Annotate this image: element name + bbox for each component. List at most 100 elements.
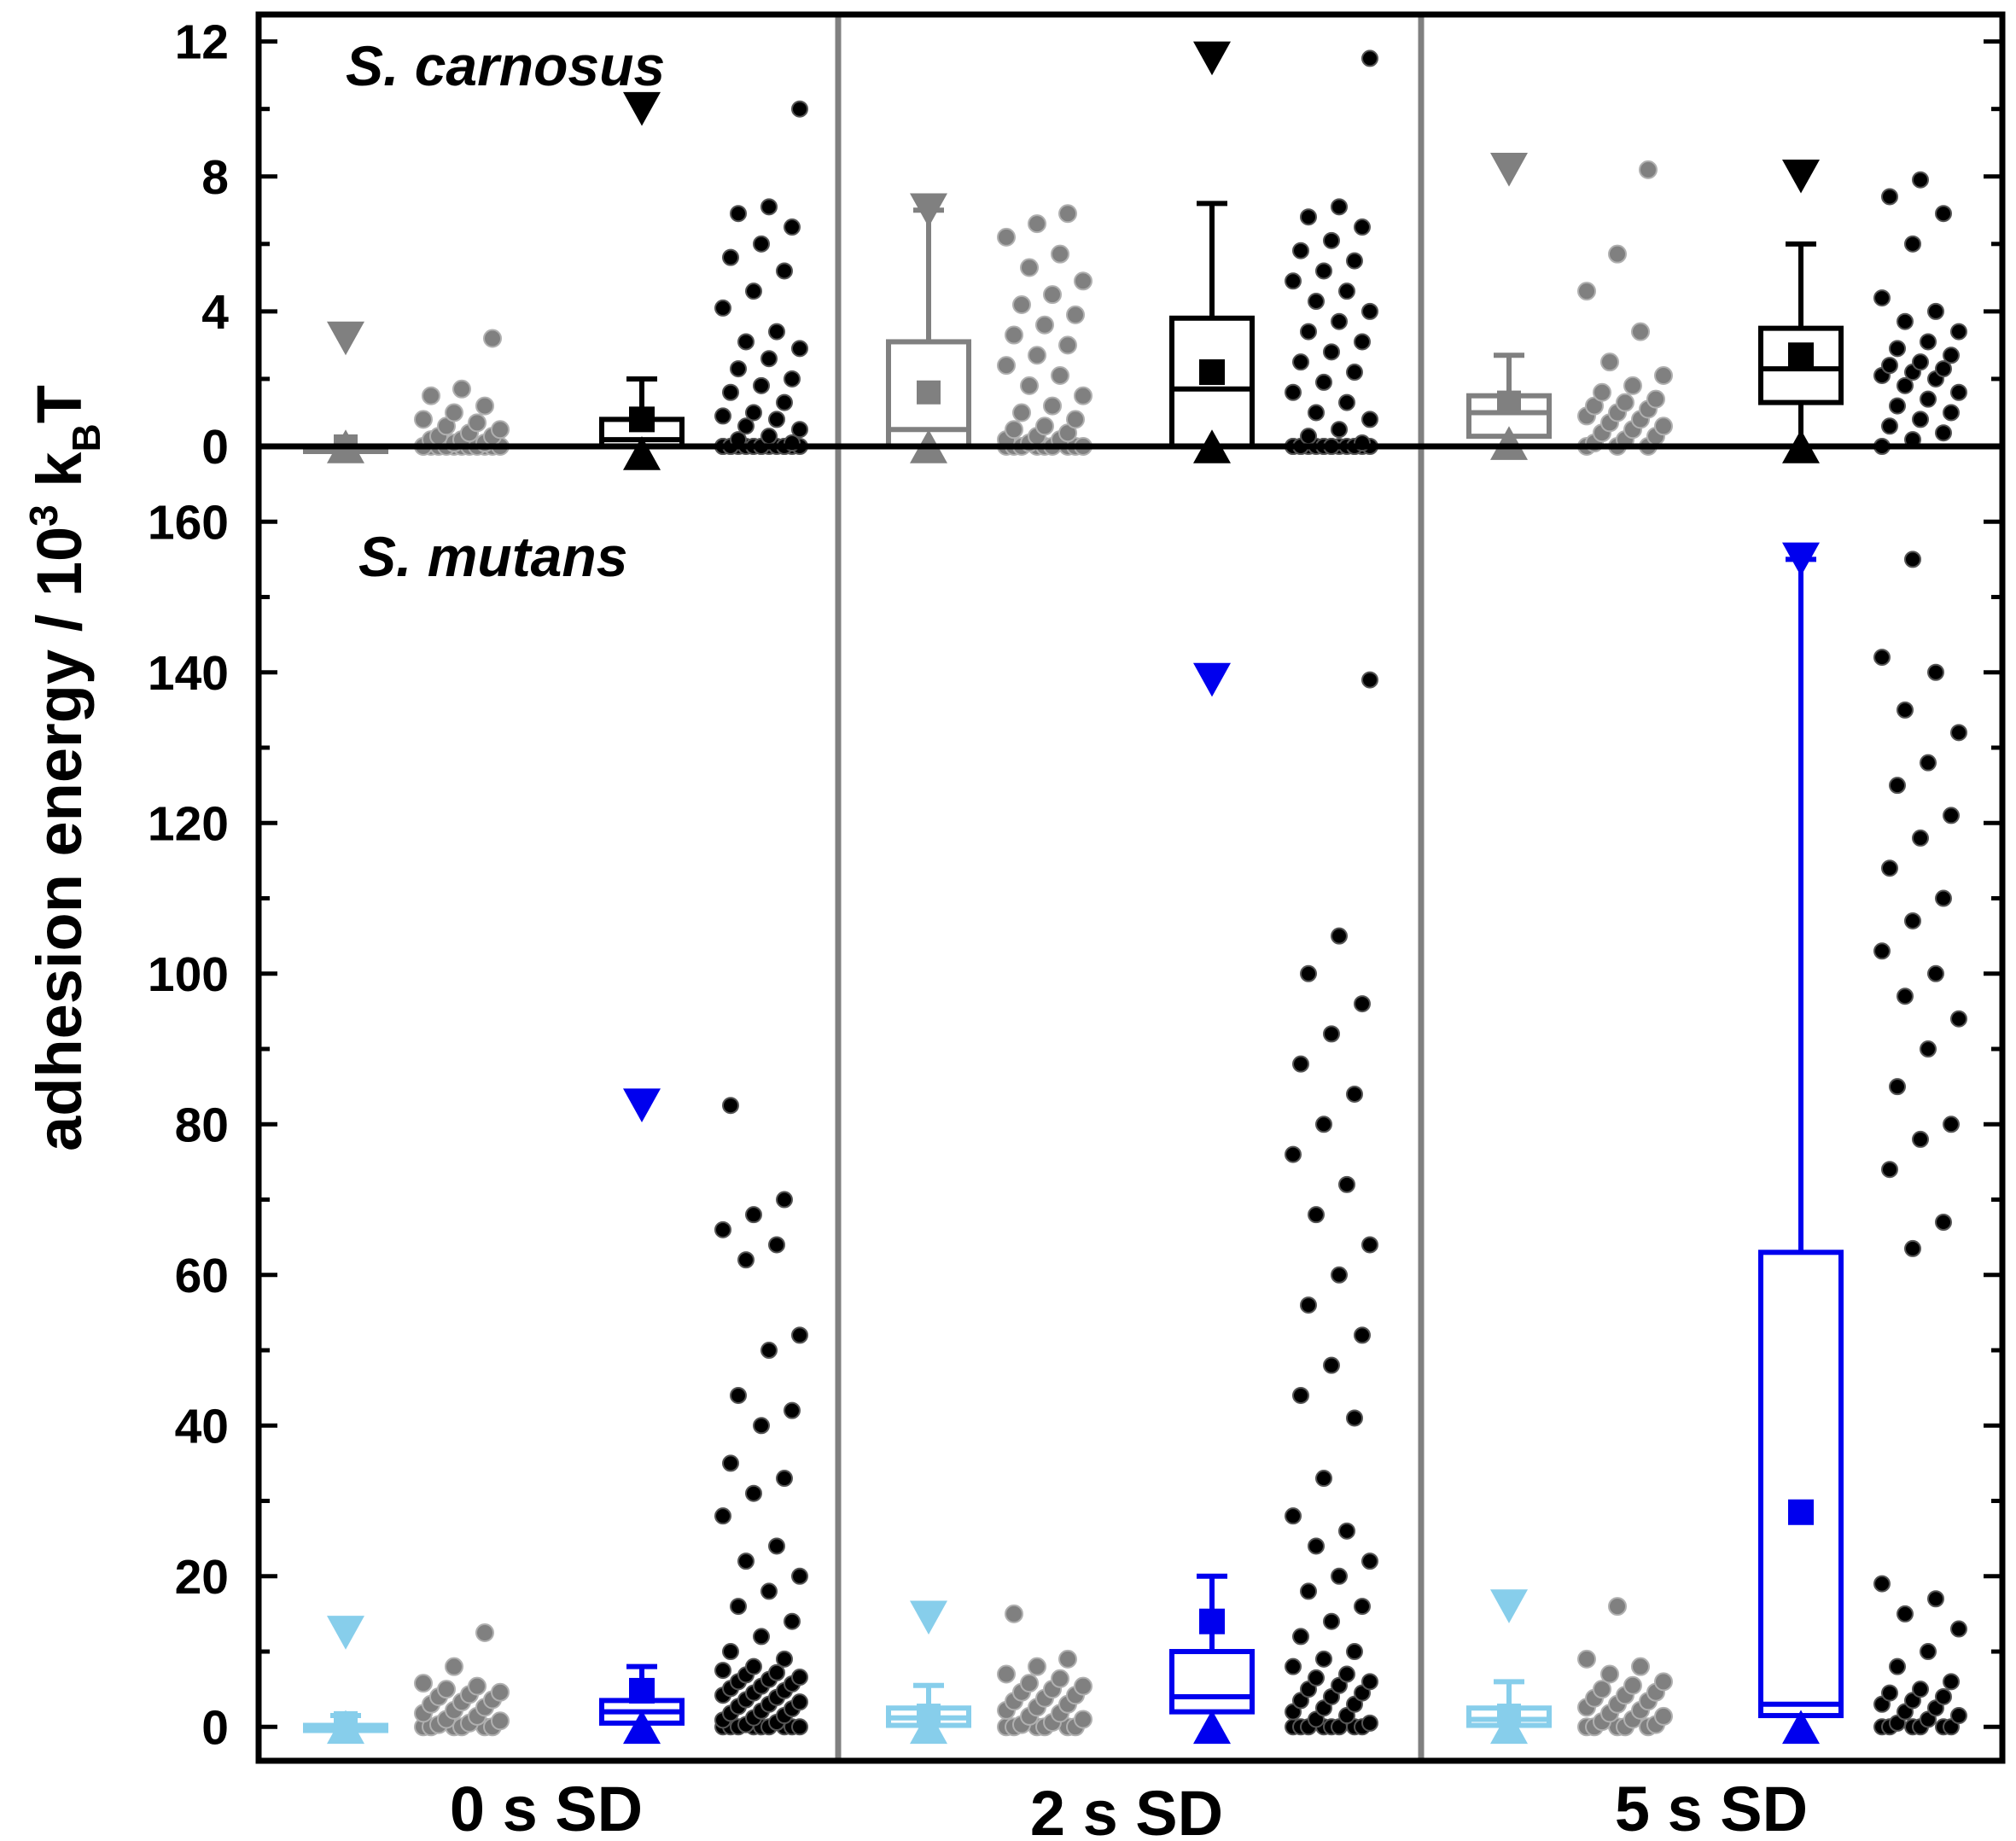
data-point [1043,396,1062,416]
y-tick-label: 8 [201,150,229,205]
data-point [784,370,801,387]
data-point [1308,1669,1325,1687]
data-point [714,1221,731,1238]
mean-marker [1199,1608,1225,1634]
data-point [730,360,747,378]
max-marker [327,1616,364,1650]
data-point [1338,1175,1355,1193]
data-point [714,407,731,425]
data-point [791,1693,808,1711]
data-point [1300,1582,1317,1600]
data-point [791,1567,808,1585]
data-point [1300,208,1317,226]
data-point [1873,289,1891,307]
data-point [1315,1470,1332,1488]
data-point [791,421,808,439]
data-point [1654,1672,1673,1692]
data-point [1308,293,1325,311]
data-point [1577,282,1596,301]
data-point [730,1386,747,1404]
data-point [1912,829,1929,847]
data-point [1292,1386,1309,1404]
data-point [1051,1669,1069,1688]
max-marker [910,193,947,228]
box [1169,1649,1255,1715]
data-point [768,411,785,428]
data-point [1300,323,1317,341]
data-point [1943,1116,1960,1133]
data-point [1920,1643,1937,1661]
data-point [1904,1239,1921,1257]
y-tick-label: 4 [201,285,229,340]
data-point [1912,1681,1929,1698]
data-point [475,396,494,416]
data-point [1346,1409,1363,1427]
data-point [1935,1687,1952,1705]
y-tick-label: 160 [148,495,229,550]
data-point [1292,242,1309,259]
data-point [1361,1673,1378,1691]
data-point [1950,383,1967,401]
data-point [1028,1657,1046,1676]
data-point [745,1206,762,1224]
min-marker [910,1710,947,1745]
data-point [414,410,433,429]
data-point [1354,995,1371,1013]
data-point [1315,262,1332,280]
data-point [1285,1507,1302,1525]
data-point [1950,1707,1967,1725]
data-point [1881,417,1898,435]
data-point [1600,1664,1619,1684]
data-point [1074,1710,1092,1729]
data-point [722,1097,739,1115]
data-point [1881,357,1898,375]
data-point [1577,1649,1596,1669]
data-point [1889,397,1906,415]
data-point [1935,889,1952,907]
min-marker [623,436,661,470]
data-point [1338,283,1355,300]
data-point [1873,942,1891,960]
data-point [1300,428,1317,446]
y-axis-label-unit: T [24,385,95,423]
data-point [1338,1522,1355,1540]
data-point [1285,272,1302,290]
y-tick-label: 100 [148,947,229,1002]
data-point [753,1417,770,1435]
data-point [1361,671,1378,689]
data-point [1912,411,1929,428]
max-marker [1490,153,1528,187]
data-point [1897,376,1914,394]
data-point [1623,1675,1642,1695]
data-point [784,1401,801,1419]
data-point [722,1454,739,1472]
mean-marker [629,1677,655,1704]
data-point [1331,1266,1348,1284]
data-point [1881,1684,1898,1702]
data-point [452,379,471,399]
data-point [1631,1657,1650,1676]
data-point [997,1664,1016,1684]
data-point [437,1680,456,1699]
data-point [997,356,1016,376]
data-point [1639,160,1658,179]
data-point [1935,424,1952,442]
data-point [1020,258,1039,277]
data-point [776,393,793,411]
data-point [1897,987,1914,1005]
data-point [1881,188,1898,206]
data-point [1361,302,1378,320]
data-point [1927,663,1944,681]
data-point [1889,1078,1906,1096]
data-point [1654,1706,1673,1726]
panel-title-top: S. carnosus [346,34,665,97]
data-point [1354,1598,1371,1616]
data-point [1912,1130,1929,1148]
data-point [1020,1674,1039,1693]
data-point [997,227,1016,247]
data-point [1028,214,1046,234]
data-point [1308,1537,1325,1555]
data-point [784,218,801,236]
data-point [1631,322,1650,341]
